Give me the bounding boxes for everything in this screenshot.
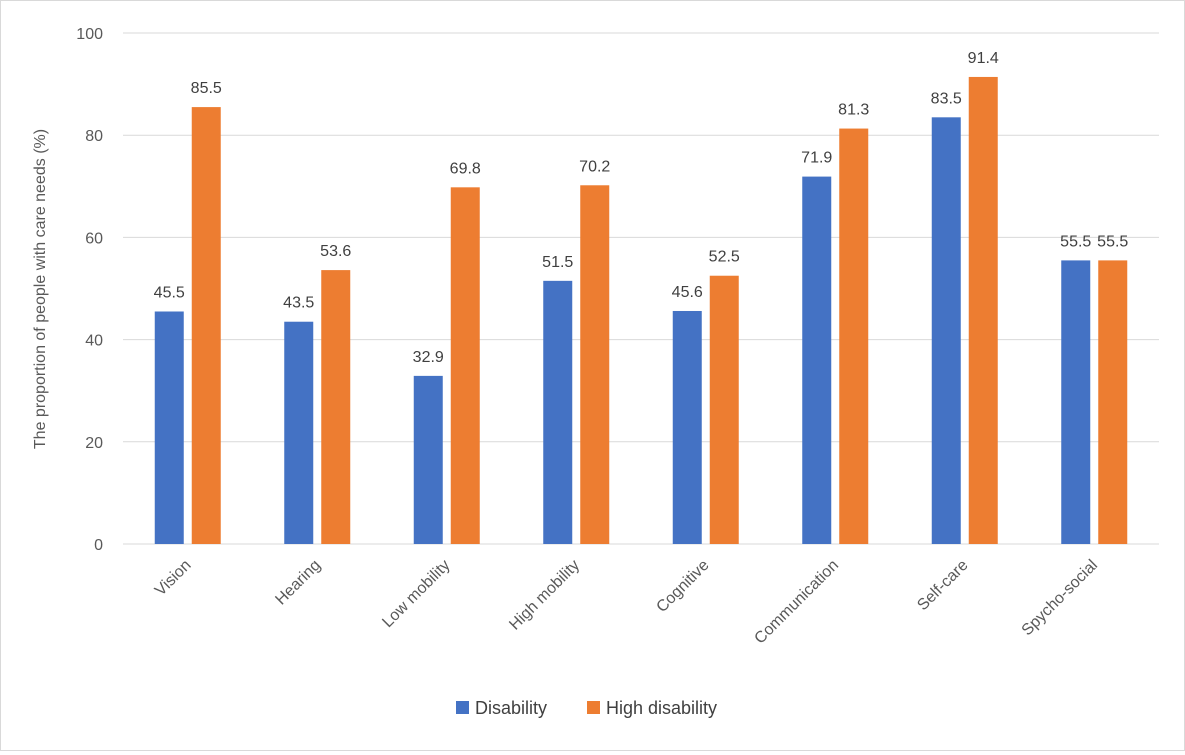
bars: [154, 76, 1128, 545]
data-label: 55.5: [1097, 233, 1128, 250]
legend-label: High disability: [606, 698, 717, 718]
data-label: 51.5: [542, 254, 573, 271]
bar-high-disability: [321, 270, 351, 544]
x-tick-label: Hearing: [272, 557, 324, 609]
x-tick-label: Communication: [751, 557, 842, 648]
bar-high-disability: [709, 275, 739, 544]
y-tick-label: 20: [85, 435, 103, 452]
gridlines: [123, 32, 1159, 545]
data-label: 52.5: [709, 249, 740, 266]
bar-high-disability: [450, 187, 480, 544]
data-label: 55.5: [1060, 233, 1091, 250]
bar-disability: [672, 310, 702, 544]
data-label: 53.6: [320, 243, 351, 260]
x-tick-label: Cognitive: [653, 557, 712, 616]
x-tick-label: Self-care: [914, 557, 971, 614]
legend-swatch: [587, 701, 600, 714]
legend-swatch: [456, 701, 469, 714]
y-tick-label: 60: [85, 230, 103, 247]
x-tick-label: Low mobility: [379, 557, 453, 631]
y-tick-label: 80: [85, 128, 103, 145]
data-label: 32.9: [413, 349, 444, 366]
bar-high-disability: [191, 107, 221, 544]
data-label: 85.5: [191, 80, 222, 97]
y-tick-label: 100: [76, 26, 103, 43]
bar-disability: [1061, 260, 1091, 544]
data-label: 69.8: [450, 160, 481, 177]
y-tick-label: 40: [85, 333, 103, 350]
bar-disability: [802, 176, 832, 544]
x-tick-label: Vision: [152, 557, 195, 600]
y-axis-title: The proportion of people with care needs…: [32, 129, 49, 449]
y-axis-ticks: 0 20 40 60 80 100: [76, 26, 103, 554]
data-label: 83.5: [931, 90, 962, 107]
data-label: 70.2: [579, 158, 610, 175]
legend: Disability High disability: [456, 698, 717, 718]
bar-disability: [284, 321, 314, 544]
y-tick-label: 0: [94, 537, 103, 554]
x-axis-ticks: Vision Hearing Low mobility High mobility Co…: [152, 557, 1101, 648]
bar-disability: [543, 280, 573, 544]
bar-high-disability: [580, 185, 610, 544]
bar-disability: [154, 311, 184, 544]
data-label: 81.3: [838, 102, 869, 119]
legend-label: Disability: [475, 698, 547, 718]
x-tick-label: High mobility: [506, 557, 583, 634]
data-label: 45.6: [672, 284, 703, 301]
data-label: 91.4: [968, 50, 999, 67]
data-label: 43.5: [283, 295, 314, 312]
data-label: 71.9: [801, 150, 832, 167]
bar-high-disability: [1098, 260, 1128, 544]
bar-disability: [931, 117, 961, 544]
bar-high-disability: [839, 128, 869, 544]
x-tick-label: Spycho-social: [1019, 557, 1101, 639]
bar-high-disability: [968, 76, 998, 545]
bar-disability: [413, 375, 443, 544]
data-label: 45.5: [154, 284, 185, 301]
data-labels: 45.5 85.5 43.5 53.6 32.9 69.8 51.5 70.2 45.6 52.5…: [154, 50, 1129, 366]
